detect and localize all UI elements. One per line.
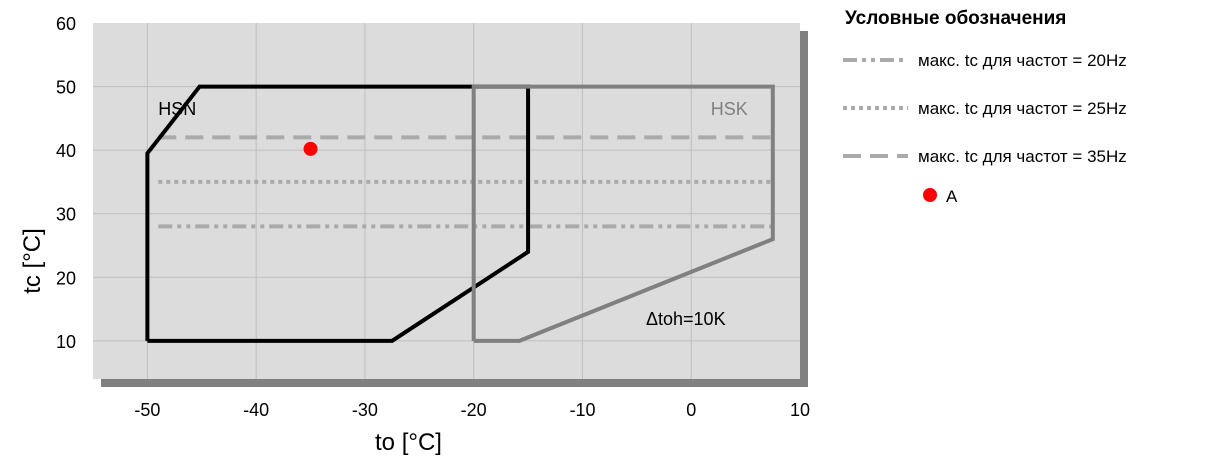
y-tick-label: 40 [56,141,76,161]
region-label-hsn: HSN [158,99,196,119]
x-tick-label: -50 [134,400,160,420]
markers [303,141,318,156]
y-tick-label: 50 [56,78,76,98]
legend-label-2: макс. tc для частот = 35Hz [918,147,1127,166]
legend-title: Условные обозначения [845,8,1066,29]
legend-marker-a [923,188,937,202]
x-tick-label: -20 [461,400,487,420]
annotation-dtoh: Δtoh=10K [646,309,726,329]
x-tick-label: 10 [790,400,810,420]
x-tick-label: -10 [569,400,595,420]
point-a [303,141,318,156]
y-tick-label: 30 [56,205,76,225]
y-tick-labels: 10 20 30 40 50 60 [56,14,76,352]
x-tick-label: 0 [686,400,696,420]
legend-label-1: макс. tc для частот = 25Hz [918,99,1127,118]
y-axis-label: tc [°C] [19,228,46,294]
legend: Условные обозначения макс. tc для частот… [843,8,1127,206]
x-tick-label: -30 [352,400,378,420]
region-hsk [471,84,775,343]
y-tick-label: 20 [56,268,76,288]
x-axis-label: to [°C] [375,429,442,456]
region-label-hsk: HSK [711,99,748,119]
x-tick-labels: -50 -40 -30 -20 -10 0 10 [134,400,810,420]
regions: HSN HSK [145,84,775,343]
plot-area [93,23,800,379]
x-tick-label: -40 [243,400,269,420]
reference-lines [158,135,773,229]
legend-label-0: макс. tc для частот = 20Hz [918,51,1127,70]
y-tick-label: 10 [56,332,76,352]
legend-label-point-a: A [946,187,958,206]
y-tick-label: 60 [56,14,76,34]
